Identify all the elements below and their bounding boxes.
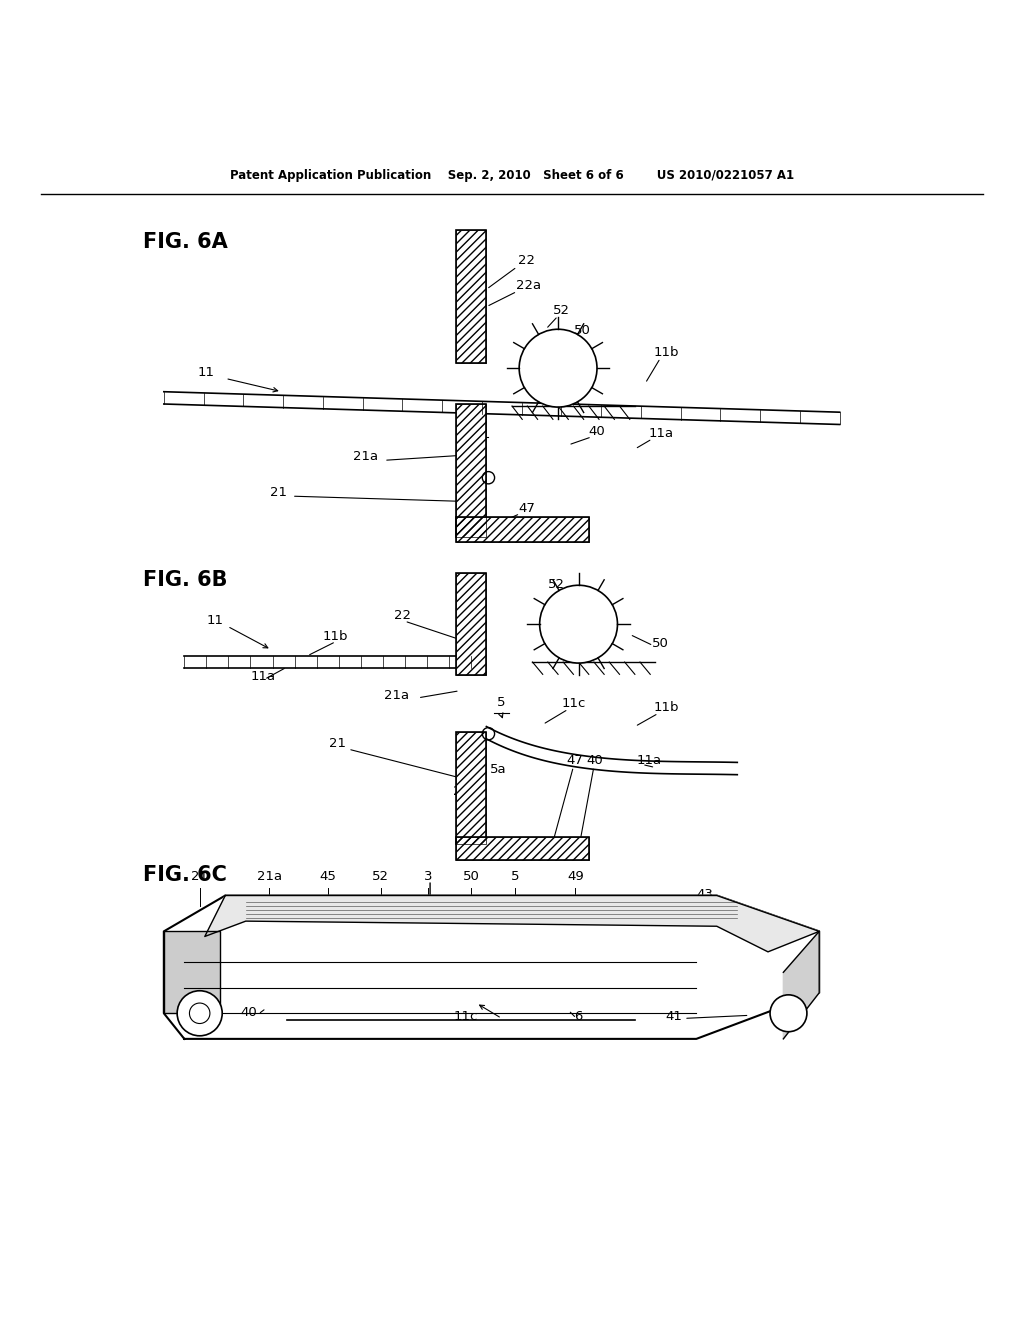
Text: 11b: 11b bbox=[323, 630, 348, 643]
Text: 21: 21 bbox=[191, 870, 208, 883]
Text: 5: 5 bbox=[475, 420, 483, 433]
Text: 52: 52 bbox=[548, 578, 565, 591]
FancyBboxPatch shape bbox=[456, 230, 486, 363]
Text: 5a: 5a bbox=[499, 519, 515, 532]
Text: 43: 43 bbox=[696, 887, 713, 900]
Polygon shape bbox=[164, 895, 819, 1039]
Text: 42: 42 bbox=[191, 954, 208, 968]
Text: 11b: 11b bbox=[653, 346, 679, 359]
Text: 41: 41 bbox=[666, 1010, 682, 1023]
FancyBboxPatch shape bbox=[456, 731, 486, 845]
Text: 40: 40 bbox=[587, 755, 603, 767]
Text: 11: 11 bbox=[206, 614, 223, 627]
Text: 50: 50 bbox=[463, 870, 479, 883]
Text: 5a: 5a bbox=[490, 763, 507, 776]
Circle shape bbox=[519, 329, 597, 407]
Circle shape bbox=[177, 991, 222, 1036]
Text: 11a: 11a bbox=[251, 671, 276, 684]
Text: 49: 49 bbox=[567, 870, 584, 883]
Text: 11a: 11a bbox=[648, 426, 674, 440]
FancyBboxPatch shape bbox=[456, 404, 486, 537]
Text: 21a: 21a bbox=[353, 450, 379, 463]
Text: 52: 52 bbox=[373, 870, 389, 883]
Polygon shape bbox=[783, 932, 819, 1039]
Text: 6: 6 bbox=[574, 1010, 583, 1023]
Text: FIG. 6A: FIG. 6A bbox=[143, 232, 228, 252]
Text: 40: 40 bbox=[589, 425, 605, 438]
FancyBboxPatch shape bbox=[164, 932, 220, 1014]
Text: 40: 40 bbox=[241, 1006, 257, 1019]
Text: FIG. 6B: FIG. 6B bbox=[143, 570, 228, 590]
FancyBboxPatch shape bbox=[456, 837, 589, 859]
Text: 5: 5 bbox=[511, 870, 519, 883]
Text: 5: 5 bbox=[497, 696, 505, 709]
Text: 47: 47 bbox=[518, 502, 535, 515]
Text: 22: 22 bbox=[394, 609, 412, 622]
Text: FIG. 6C: FIG. 6C bbox=[143, 865, 227, 884]
Text: 11c: 11c bbox=[454, 1010, 478, 1023]
Text: 11c: 11c bbox=[561, 697, 586, 710]
Text: 3: 3 bbox=[424, 870, 432, 883]
FancyBboxPatch shape bbox=[456, 573, 486, 676]
Text: 22: 22 bbox=[518, 253, 536, 267]
Text: 21a: 21a bbox=[257, 870, 282, 883]
Text: 47: 47 bbox=[566, 755, 583, 767]
Circle shape bbox=[540, 585, 617, 663]
Polygon shape bbox=[205, 895, 819, 952]
Text: 50: 50 bbox=[573, 325, 590, 338]
Text: 11a: 11a bbox=[637, 755, 663, 767]
FancyBboxPatch shape bbox=[456, 516, 589, 543]
Text: 11: 11 bbox=[198, 367, 215, 379]
Text: Patent Application Publication    Sep. 2, 2010   Sheet 6 of 6        US 2010/022: Patent Application Publication Sep. 2, 2… bbox=[230, 169, 794, 182]
Circle shape bbox=[770, 995, 807, 1032]
Text: 21a: 21a bbox=[384, 689, 410, 702]
Text: 45: 45 bbox=[319, 870, 336, 883]
Text: 21: 21 bbox=[329, 737, 346, 750]
Text: 50: 50 bbox=[652, 636, 669, 649]
Text: 22a: 22a bbox=[516, 280, 542, 292]
Text: 22a: 22a bbox=[454, 785, 478, 799]
Text: 11b: 11b bbox=[653, 701, 679, 714]
Text: 52: 52 bbox=[553, 304, 570, 317]
Text: 21: 21 bbox=[269, 486, 287, 499]
